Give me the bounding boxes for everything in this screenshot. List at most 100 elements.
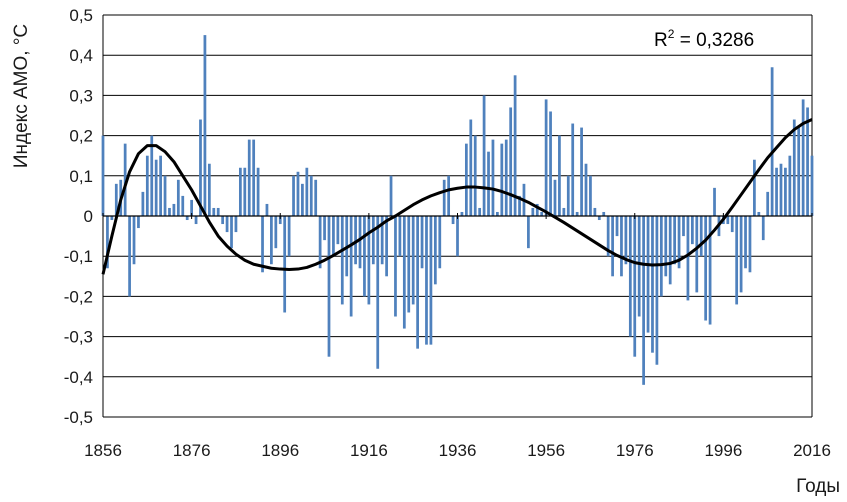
bar xyxy=(216,207,220,216)
y-tick-label: -0,2 xyxy=(64,287,93,306)
bar xyxy=(699,216,703,257)
bar xyxy=(801,99,805,216)
bar xyxy=(460,211,464,216)
y-tick-label: -0,1 xyxy=(64,247,93,266)
bar xyxy=(301,183,304,216)
bar xyxy=(637,216,641,317)
bar xyxy=(265,203,269,216)
bars-series xyxy=(101,35,814,385)
bar xyxy=(464,143,468,216)
bar xyxy=(358,216,362,269)
bar xyxy=(584,163,588,216)
y-tick-label: 0,2 xyxy=(69,127,93,146)
bar xyxy=(190,199,193,216)
bar xyxy=(518,195,521,216)
bar xyxy=(593,207,597,216)
bar xyxy=(686,216,690,301)
bar xyxy=(340,216,344,305)
bar xyxy=(305,167,309,216)
bar xyxy=(535,203,539,216)
y-tick-label: -0,4 xyxy=(64,368,93,387)
bar xyxy=(181,195,185,216)
bar xyxy=(775,167,778,216)
bar xyxy=(270,216,273,265)
bar xyxy=(145,155,149,216)
bar xyxy=(549,111,552,216)
bar xyxy=(141,191,145,216)
bar xyxy=(447,175,451,216)
bar xyxy=(411,216,415,305)
bar xyxy=(106,216,109,269)
bar xyxy=(708,216,712,325)
y-tick-label: 0,4 xyxy=(69,46,93,65)
bar xyxy=(256,167,260,216)
y-tick-label: -0,3 xyxy=(64,328,93,347)
bar xyxy=(642,216,645,385)
bar xyxy=(739,216,743,293)
bar xyxy=(416,216,419,349)
bar xyxy=(225,216,229,233)
bar xyxy=(123,143,127,216)
bar xyxy=(797,127,801,216)
bar xyxy=(792,119,796,216)
bar xyxy=(389,175,393,216)
bar xyxy=(766,191,770,216)
bar xyxy=(318,216,322,269)
bar xyxy=(292,175,295,216)
bar xyxy=(487,151,490,216)
bar xyxy=(562,207,566,216)
bar xyxy=(673,216,677,265)
bar xyxy=(496,211,499,216)
r-squared-annotation: R2 = 0,3286 xyxy=(654,27,754,51)
bar xyxy=(420,216,424,269)
bar xyxy=(132,216,136,265)
bar xyxy=(482,95,486,216)
bar xyxy=(425,216,428,345)
x-tick-label: 1996 xyxy=(704,441,742,460)
bar xyxy=(309,175,313,216)
bar xyxy=(101,135,105,216)
bar xyxy=(628,216,632,337)
bar xyxy=(394,216,397,317)
bar xyxy=(398,216,402,257)
bar xyxy=(620,216,623,277)
bar xyxy=(238,167,242,216)
bar xyxy=(407,216,411,313)
x-tick-label: 1876 xyxy=(173,441,211,460)
bar xyxy=(575,211,579,216)
bar xyxy=(451,216,455,225)
bar xyxy=(363,216,366,297)
bar xyxy=(199,119,202,216)
x-tick-label: 1896 xyxy=(261,441,299,460)
bar xyxy=(726,216,730,225)
bar xyxy=(744,216,747,269)
bar xyxy=(633,216,637,357)
x-axis-label: Годы xyxy=(796,476,840,497)
bar xyxy=(806,107,809,216)
bar xyxy=(504,139,508,216)
bar xyxy=(212,207,216,216)
bar xyxy=(243,167,247,216)
bar xyxy=(677,216,681,269)
x-tick-label: 2016 xyxy=(793,441,831,460)
bar xyxy=(509,107,513,216)
bar xyxy=(571,123,575,216)
bar xyxy=(469,119,473,216)
bar xyxy=(624,216,628,265)
bar xyxy=(659,216,663,297)
y-tick-label: 0,5 xyxy=(69,6,93,25)
bar xyxy=(491,139,495,216)
x-tick-label: 1976 xyxy=(616,441,654,460)
bar xyxy=(323,216,326,241)
x-tick-label: 1956 xyxy=(527,441,565,460)
bar xyxy=(757,211,761,216)
bar xyxy=(646,216,650,333)
bar xyxy=(163,175,167,216)
bar xyxy=(332,216,335,257)
bar xyxy=(602,211,606,216)
bar xyxy=(137,216,140,229)
bar xyxy=(247,139,251,216)
bar xyxy=(274,216,278,249)
bar xyxy=(695,216,699,293)
bar xyxy=(221,216,225,225)
